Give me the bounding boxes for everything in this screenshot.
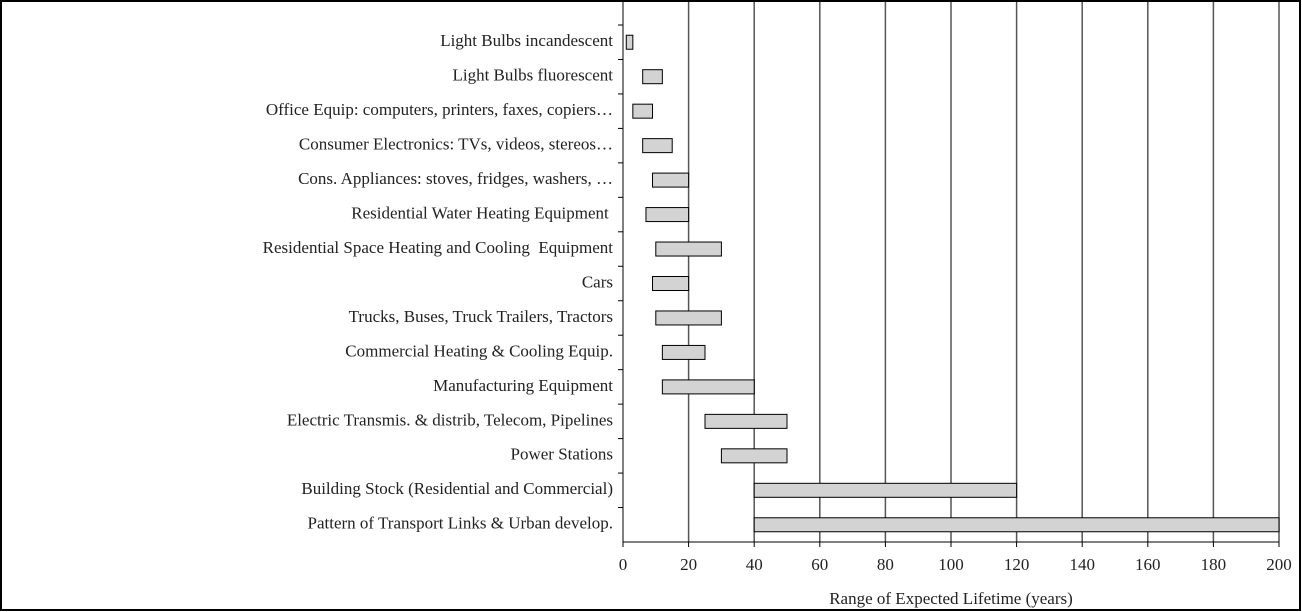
y-tick-label: Power Stations [511,445,613,464]
y-tick-label: Manufacturing Equipment [433,376,613,395]
x-tick-label: 100 [938,555,964,574]
x-tick-label: 40 [746,555,763,574]
x-tick-label: 200 [1266,555,1292,574]
y-tick-label: Cars [582,272,613,291]
y-tick-label: Electric Transmis. & distrib, Telecom, P… [287,410,613,429]
y-tick-label: Light Bulbs fluorescent [452,66,613,85]
y-tick-label: Trucks, Buses, Truck Trailers, Tractors [349,307,613,326]
bar [652,276,690,291]
bar [642,69,663,85]
x-tick-label: 120 [1004,555,1030,574]
y-tick-label: Consumer Electronics: TVs, videos, stere… [299,135,613,154]
x-tick-label: 80 [877,555,894,574]
bar [661,344,706,360]
x-tick-label: 140 [1069,555,1095,574]
y-tick-label: Cons. Appliances: stoves, fridges, washe… [298,169,613,188]
y-tick-label: Office Equip: computers, printers, faxes… [266,100,613,119]
bar [655,310,722,326]
x-axis-label: Range of Expected Lifetime (years) [829,589,1073,608]
bar [652,172,690,188]
bar [655,241,722,257]
y-tick-label: Light Bulbs incandescent [440,31,613,50]
y-tick-label: Residential Space Heating and Cooling Eq… [263,238,614,257]
x-tick-label: 20 [680,555,697,574]
bar [625,34,634,50]
x-tick-label: 160 [1135,555,1161,574]
bar [704,413,788,429]
bar [632,103,654,119]
bar [645,207,690,223]
y-tick-label: Building Stock (Residential and Commerci… [301,479,613,498]
bar [753,517,1280,533]
bar [753,482,1018,498]
bar [720,448,788,464]
x-tick-label: 60 [811,555,828,574]
x-tick-label: 0 [619,555,628,574]
bar [661,379,755,395]
x-tick-label: 180 [1201,555,1227,574]
bar [642,138,673,154]
y-tick-label: Pattern of Transport Links & Urban devel… [308,514,614,533]
y-tick-label: Residential Water Heating Equipment [351,203,613,222]
y-tick-label: Commercial Heating & Cooling Equip. [345,341,613,360]
